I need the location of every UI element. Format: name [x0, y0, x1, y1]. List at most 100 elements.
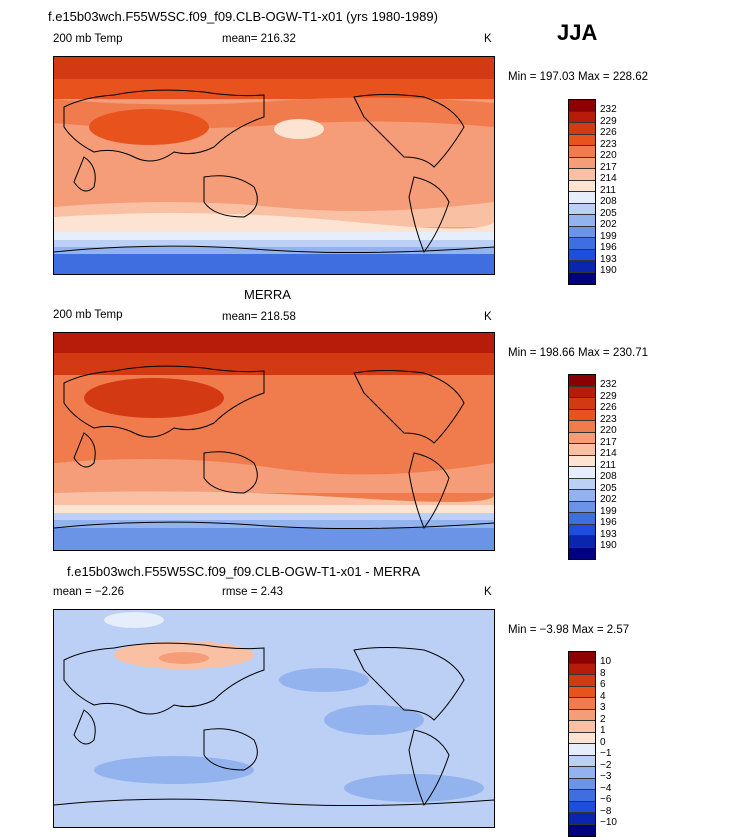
colorbar-swatch: [569, 813, 595, 825]
colorbar-swatch: [569, 134, 595, 146]
colorbar-swatch: [569, 261, 595, 273]
colorbar-tick-label: 214: [600, 448, 617, 459]
colorbar-tick-label: −8: [600, 805, 612, 817]
map-band-south-2: [54, 513, 494, 520]
colorbar-swatch: [569, 513, 595, 525]
coastlines: [54, 89, 494, 254]
map-band-south-light: [54, 491, 494, 508]
panel2-colorbar-labels: 232 229 226 223 220 217 214 211 208 205 202 199 196 1…: [600, 379, 617, 552]
map-warm-asia: [84, 378, 224, 418]
colorbar-tick-label: 10: [600, 656, 612, 667]
colorbar-swatch: [569, 432, 595, 444]
panel2-map: [53, 332, 495, 551]
colorbar-swatch: [569, 192, 595, 204]
map-band-south-2: [54, 240, 494, 247]
map-band-south-light: [54, 213, 494, 235]
colorbar-tick-label: 220: [600, 150, 617, 161]
colorbar-swatch: [569, 755, 595, 767]
colorbar-tick-label: −6: [600, 794, 612, 805]
panel3-map-svg: [54, 610, 494, 827]
colorbar-swatch: [569, 157, 595, 169]
colorbar-tick-label: 217: [600, 161, 617, 173]
colorbar-swatch: [569, 801, 595, 813]
colorbar-tick-label: 190: [600, 540, 617, 551]
panel1-colorbar: [568, 99, 596, 285]
colorbar-tick-label: 3: [600, 702, 606, 713]
map-band-south-pole: [54, 254, 494, 274]
map-band-north: [54, 333, 494, 353]
colorbar-tick-label: 199: [600, 505, 617, 517]
map-warm-asia: [89, 109, 209, 145]
colorbar-swatch: [569, 675, 595, 687]
colorbar-tick-label: 202: [600, 219, 617, 230]
colorbar-tick-label: 226: [600, 127, 617, 138]
panel1-map-svg: [54, 57, 494, 274]
colorbar-tick-label: 208: [600, 196, 617, 207]
colorbar-swatch: [569, 249, 595, 261]
map-band-south-1: [54, 232, 494, 240]
coastlines: [54, 642, 494, 807]
colorbar-swatch: [569, 547, 595, 559]
panel1-colorbar-labels: 232 229 226 223 220 217 214 211 208 205 202 199 196 1…: [600, 104, 617, 277]
colorbar-swatch: [569, 386, 595, 398]
colorbar-swatch: [569, 663, 595, 675]
colorbar-swatch: [569, 698, 595, 710]
panel3-colorbar: [568, 651, 596, 837]
colorbar-tick-label: −10: [600, 817, 617, 828]
colorbar-swatch: [569, 444, 595, 456]
colorbar-tick-label: 202: [600, 494, 617, 505]
colorbar-tick-label: 6: [600, 679, 606, 690]
panel1-map: [53, 56, 495, 275]
panel1-minmax: Min = 197.03 Max = 228.62: [508, 71, 649, 83]
map-band-south-3: [54, 520, 494, 528]
colorbar-swatch: [569, 215, 595, 227]
colorbar-swatch: [569, 732, 595, 744]
panel1-title: f.e15b03wch.F55W5SC.f09_f09.CLB-OGW-T1-x…: [48, 9, 438, 24]
colorbar-swatch: [569, 721, 595, 733]
colorbar-swatch: [569, 123, 595, 135]
colorbar-tick-label: 8: [600, 667, 606, 679]
colorbar-tick-label: 211: [600, 184, 616, 196]
map-band-south-pole: [54, 528, 494, 550]
panel2-units: K: [484, 311, 492, 323]
map-cool-south: [94, 756, 254, 784]
colorbar-swatch: [569, 478, 595, 490]
colorbar-tick-label: 223: [600, 138, 617, 150]
panel3-map: [53, 609, 495, 828]
coastlines: [54, 365, 494, 530]
map-light-north: [104, 612, 164, 628]
colorbar-tick-label: 229: [600, 390, 617, 402]
colorbar-tick-label: 217: [600, 436, 617, 448]
map-band-north-mid: [54, 79, 494, 99]
colorbar-swatch: [569, 524, 595, 536]
season-label: JJA: [557, 20, 598, 45]
colorbar-swatch: [569, 490, 595, 502]
colorbar-tick-label: 214: [600, 173, 617, 184]
panel1-units: K: [484, 33, 492, 45]
panel3-minmax: Min = −3.98 Max = 2.57: [508, 624, 630, 636]
colorbar-swatch: [569, 203, 595, 215]
colorbar-swatch: [569, 790, 595, 802]
colorbar-tick-label: 190: [600, 265, 617, 276]
colorbar-swatch: [569, 100, 595, 112]
colorbar-swatch: [569, 709, 595, 721]
map-band-subtropic: [54, 459, 494, 493]
colorbar-tick-label: 199: [600, 230, 617, 242]
panel3-units: K: [484, 586, 492, 598]
colorbar-swatch: [569, 467, 595, 479]
colorbar-tick-label: 193: [600, 528, 617, 540]
panel2-map-svg: [54, 333, 494, 550]
colorbar-swatch: [569, 652, 595, 664]
panel3-title: f.e15b03wch.F55W5SC.f09_f09.CLB-OGW-T1-x…: [67, 564, 421, 579]
map-band-south-1: [54, 505, 494, 513]
colorbar-swatch: [569, 226, 595, 238]
colorbar-swatch: [569, 169, 595, 181]
colorbar-tick-label: 2: [600, 713, 606, 725]
map-band-north: [54, 57, 494, 79]
panel2-title: MERRA: [244, 287, 291, 302]
panel3-rmse: rmse = 2.43: [222, 586, 284, 598]
colorbar-tick-label: 232: [600, 104, 617, 115]
colorbar-tick-label: 1: [600, 725, 606, 736]
panel1-mean: mean= 216.32: [222, 33, 296, 45]
panel1-variable-label: 200 mb Temp: [53, 33, 123, 45]
